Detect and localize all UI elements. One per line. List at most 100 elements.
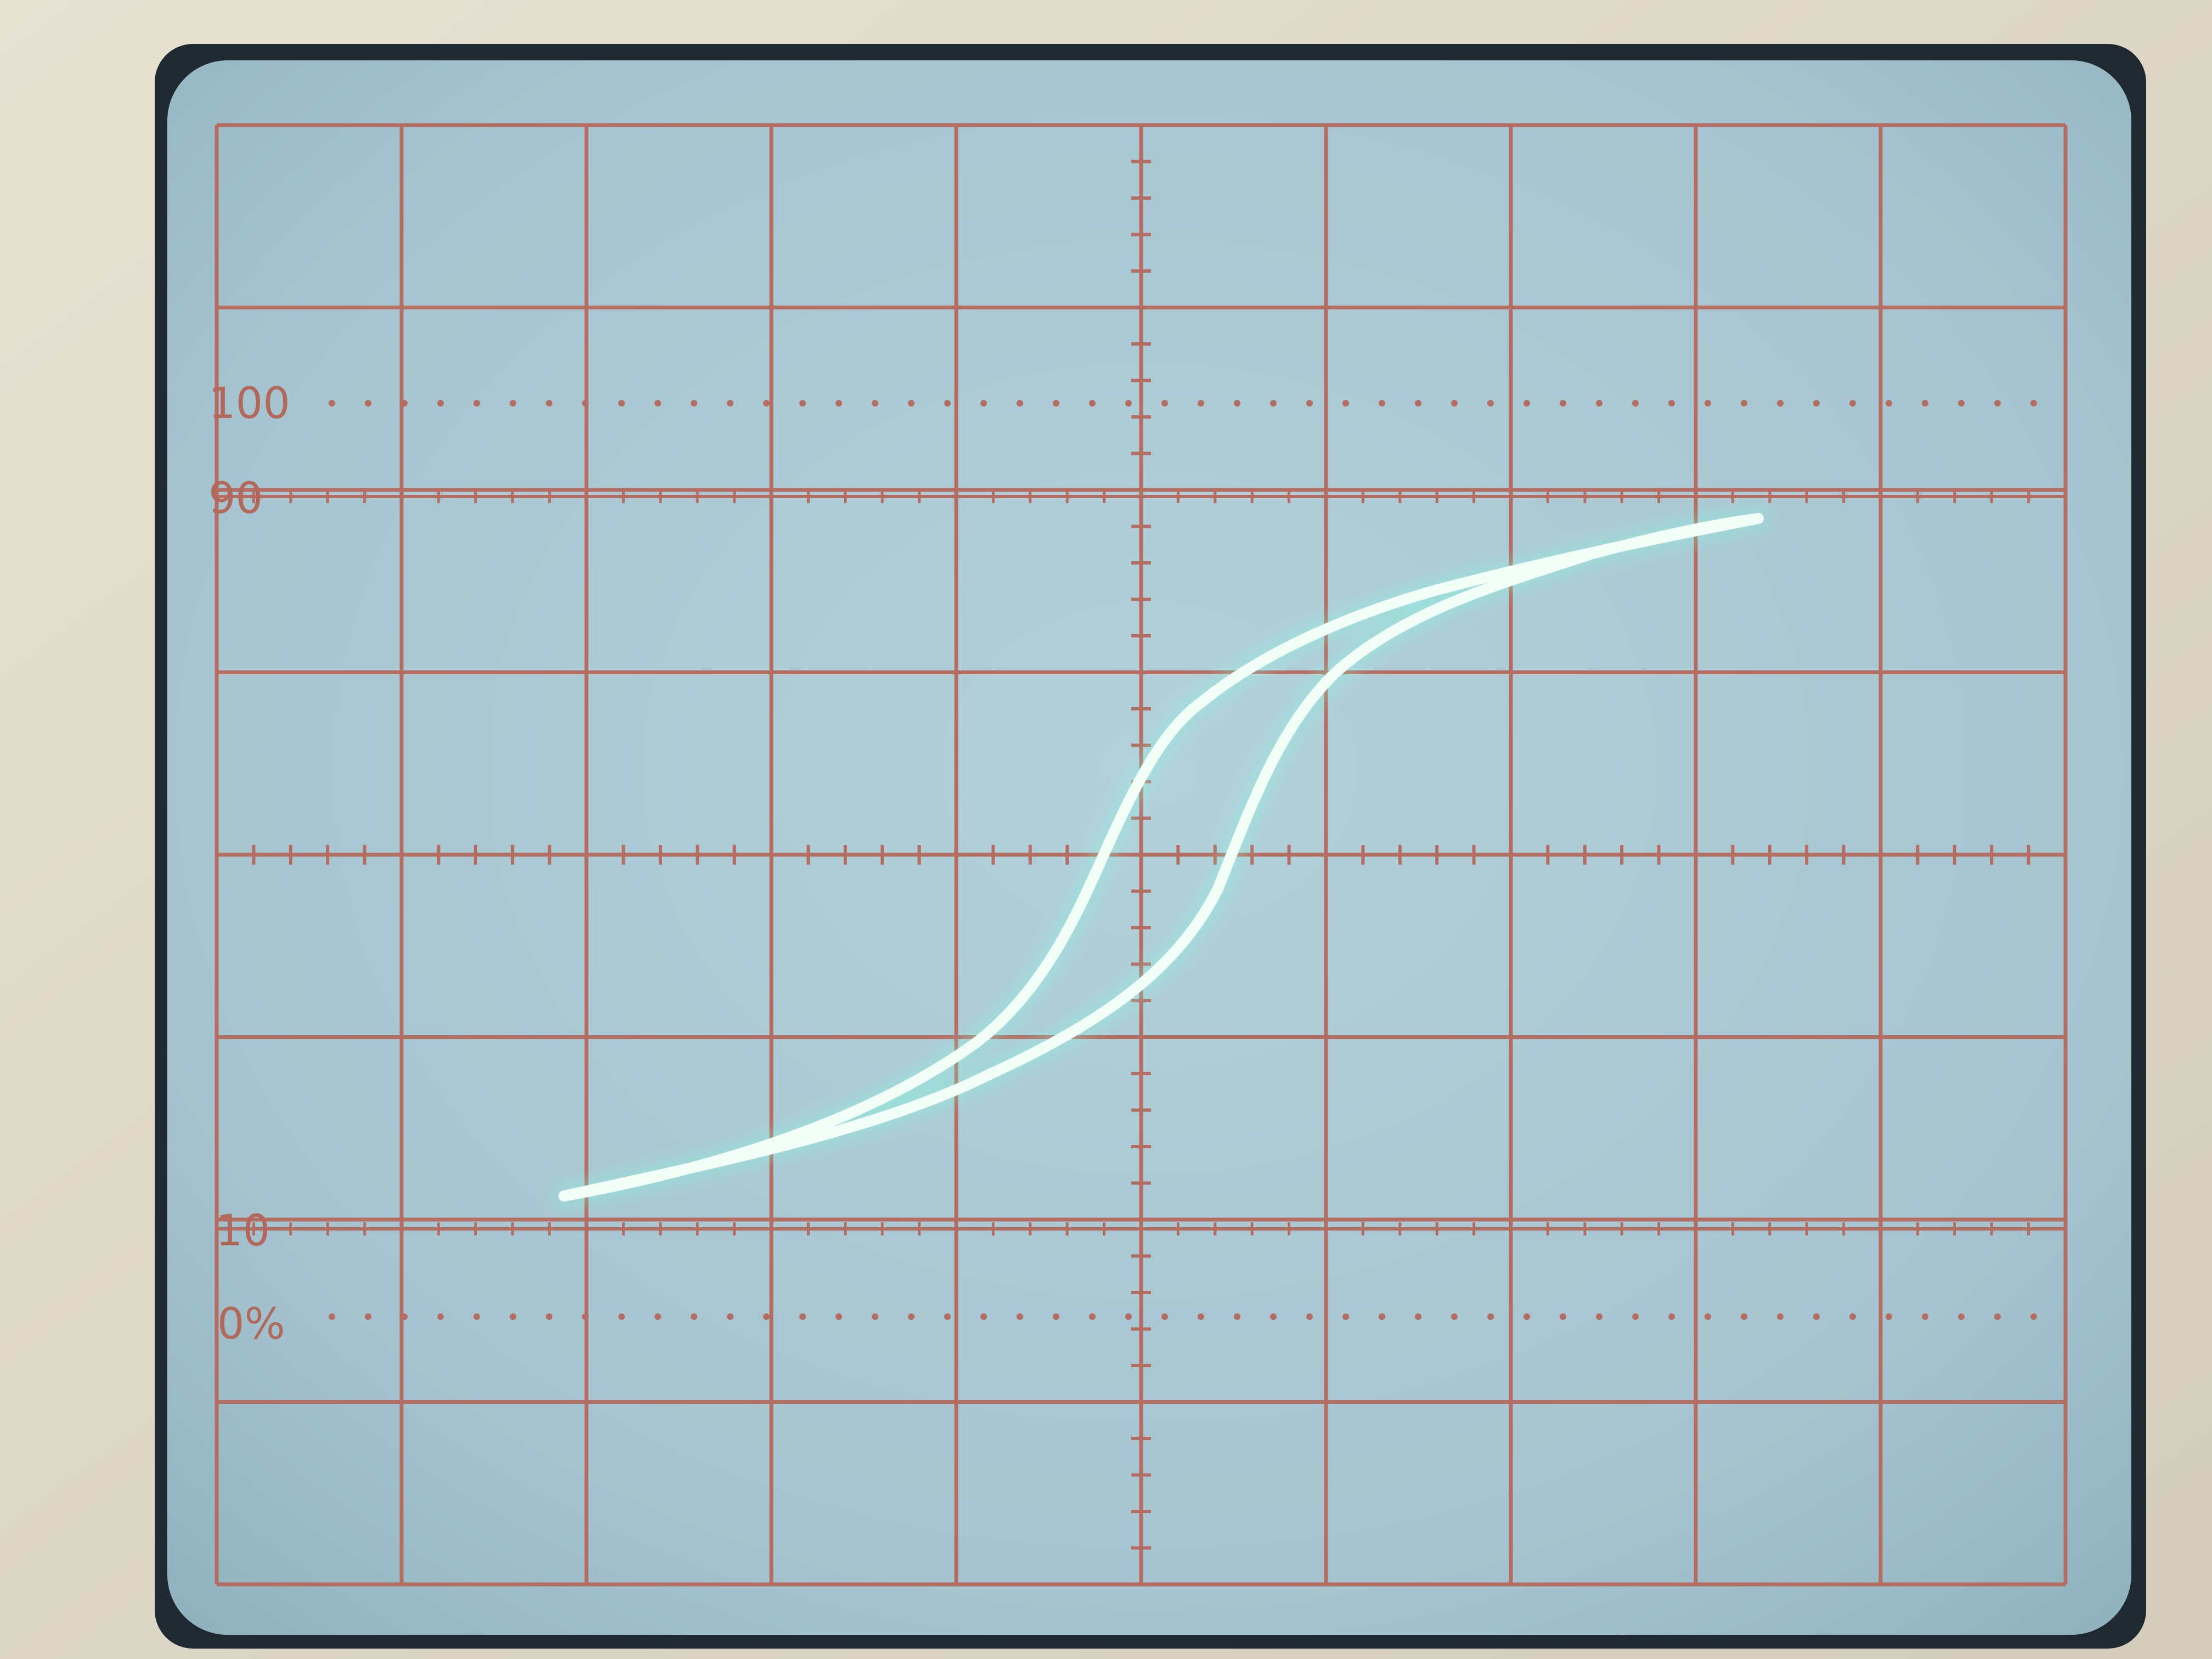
reference-dot bbox=[1668, 1313, 1675, 1320]
reference-dot bbox=[1089, 1313, 1096, 1320]
reference-dot bbox=[546, 400, 552, 407]
reference-dot bbox=[872, 1313, 878, 1320]
graticule bbox=[215, 123, 2068, 1587]
reference-dot bbox=[1849, 400, 1856, 407]
reference-dots bbox=[329, 400, 2037, 1320]
reference-dot bbox=[1668, 400, 1675, 407]
trace-upper-branch bbox=[558, 513, 1764, 1201]
reference-dot bbox=[1958, 1313, 1965, 1320]
reference-dot bbox=[618, 1313, 625, 1320]
reference-dot bbox=[510, 1313, 516, 1320]
reference-dot bbox=[1922, 400, 1928, 407]
reference-dot bbox=[1342, 400, 1349, 407]
reference-dot bbox=[1415, 1313, 1421, 1320]
reference-dot bbox=[1270, 400, 1277, 407]
reference-dot bbox=[944, 1313, 951, 1320]
reference-dot bbox=[1487, 1313, 1494, 1320]
trace-lower-branch bbox=[558, 513, 1764, 1201]
reference-dot bbox=[1125, 400, 1132, 407]
reference-dot bbox=[1451, 400, 1458, 407]
reference-dot bbox=[1053, 400, 1059, 407]
reference-dot bbox=[980, 1313, 987, 1320]
reference-dot bbox=[1886, 400, 1892, 407]
reference-dot bbox=[2030, 1313, 2037, 1320]
reference-dot bbox=[1379, 400, 1385, 407]
reference-dot bbox=[763, 400, 770, 407]
reference-dot bbox=[329, 1313, 335, 1320]
reference-dot bbox=[944, 400, 951, 407]
reference-dot bbox=[2030, 400, 2037, 407]
reference-dot bbox=[437, 400, 444, 407]
reference-dot bbox=[1813, 400, 1820, 407]
reference-dot bbox=[365, 1313, 371, 1320]
reference-dot bbox=[691, 400, 697, 407]
reference-dot bbox=[1523, 400, 1530, 407]
reference-dot bbox=[1487, 400, 1494, 407]
reference-dot bbox=[510, 400, 516, 407]
reference-dot bbox=[546, 1313, 552, 1320]
reference-dot bbox=[1705, 1313, 1711, 1320]
reference-dot bbox=[908, 400, 915, 407]
reference-dot bbox=[582, 400, 589, 407]
reference-dot bbox=[1306, 1313, 1313, 1320]
reference-dot bbox=[1306, 400, 1313, 407]
reference-dot bbox=[1161, 400, 1168, 407]
reference-dot bbox=[365, 400, 371, 407]
reference-dot bbox=[1415, 400, 1421, 407]
reference-dot bbox=[1632, 1313, 1639, 1320]
reference-dot bbox=[1451, 1313, 1458, 1320]
reference-dot bbox=[1632, 400, 1639, 407]
reference-dot bbox=[582, 1313, 589, 1320]
reference-dot bbox=[1198, 1313, 1204, 1320]
screen bbox=[167, 60, 2131, 1635]
reference-dot bbox=[1017, 400, 1023, 407]
reference-dot bbox=[654, 1313, 661, 1320]
reference-dot bbox=[1379, 1313, 1385, 1320]
reference-dot bbox=[1741, 400, 1747, 407]
reference-dot bbox=[1958, 400, 1965, 407]
reference-dot bbox=[1741, 1313, 1747, 1320]
reference-dot bbox=[1994, 400, 2001, 407]
reference-dot bbox=[1777, 400, 1784, 407]
reference-dot bbox=[1234, 400, 1240, 407]
reference-dot bbox=[401, 400, 408, 407]
hysteresis-trace bbox=[553, 507, 1769, 1207]
reference-dot bbox=[836, 400, 842, 407]
reference-dot bbox=[1705, 400, 1711, 407]
reference-dot bbox=[1777, 1313, 1784, 1320]
reference-dot bbox=[1198, 400, 1204, 407]
reference-dot bbox=[1596, 400, 1602, 407]
reference-dot bbox=[763, 1313, 770, 1320]
reference-dot bbox=[1234, 1313, 1240, 1320]
scale-label-0: 0% bbox=[217, 1300, 285, 1349]
scale-label-100: 100 bbox=[208, 379, 290, 428]
reference-dot bbox=[1922, 1313, 1928, 1320]
reference-dot bbox=[1089, 400, 1096, 407]
reference-dot bbox=[1994, 1313, 2001, 1320]
reference-dot bbox=[836, 1313, 842, 1320]
reference-dot bbox=[727, 1313, 733, 1320]
reference-dot bbox=[1053, 1313, 1059, 1320]
reference-dot bbox=[727, 400, 733, 407]
reference-dot bbox=[799, 400, 806, 407]
reference-dot bbox=[437, 1313, 444, 1320]
reference-dot bbox=[1886, 1313, 1892, 1320]
reference-dot bbox=[1813, 1313, 1820, 1320]
reference-dot bbox=[691, 1313, 697, 1320]
reference-dot bbox=[1560, 1313, 1566, 1320]
reference-dot bbox=[401, 1313, 408, 1320]
scale-label-10: 10 bbox=[216, 1206, 270, 1256]
reference-dot bbox=[908, 1313, 915, 1320]
reference-dot bbox=[473, 400, 480, 407]
scale-label-90: 90 bbox=[208, 474, 263, 523]
reference-dot bbox=[1017, 1313, 1023, 1320]
reference-dot bbox=[799, 1313, 806, 1320]
reference-dot bbox=[980, 400, 987, 407]
reference-dot bbox=[473, 1313, 480, 1320]
reference-dot bbox=[1161, 1313, 1168, 1320]
reference-dot bbox=[1125, 1313, 1132, 1320]
reference-dot bbox=[1342, 1313, 1349, 1320]
reference-dot bbox=[618, 400, 625, 407]
reference-dot bbox=[654, 400, 661, 407]
